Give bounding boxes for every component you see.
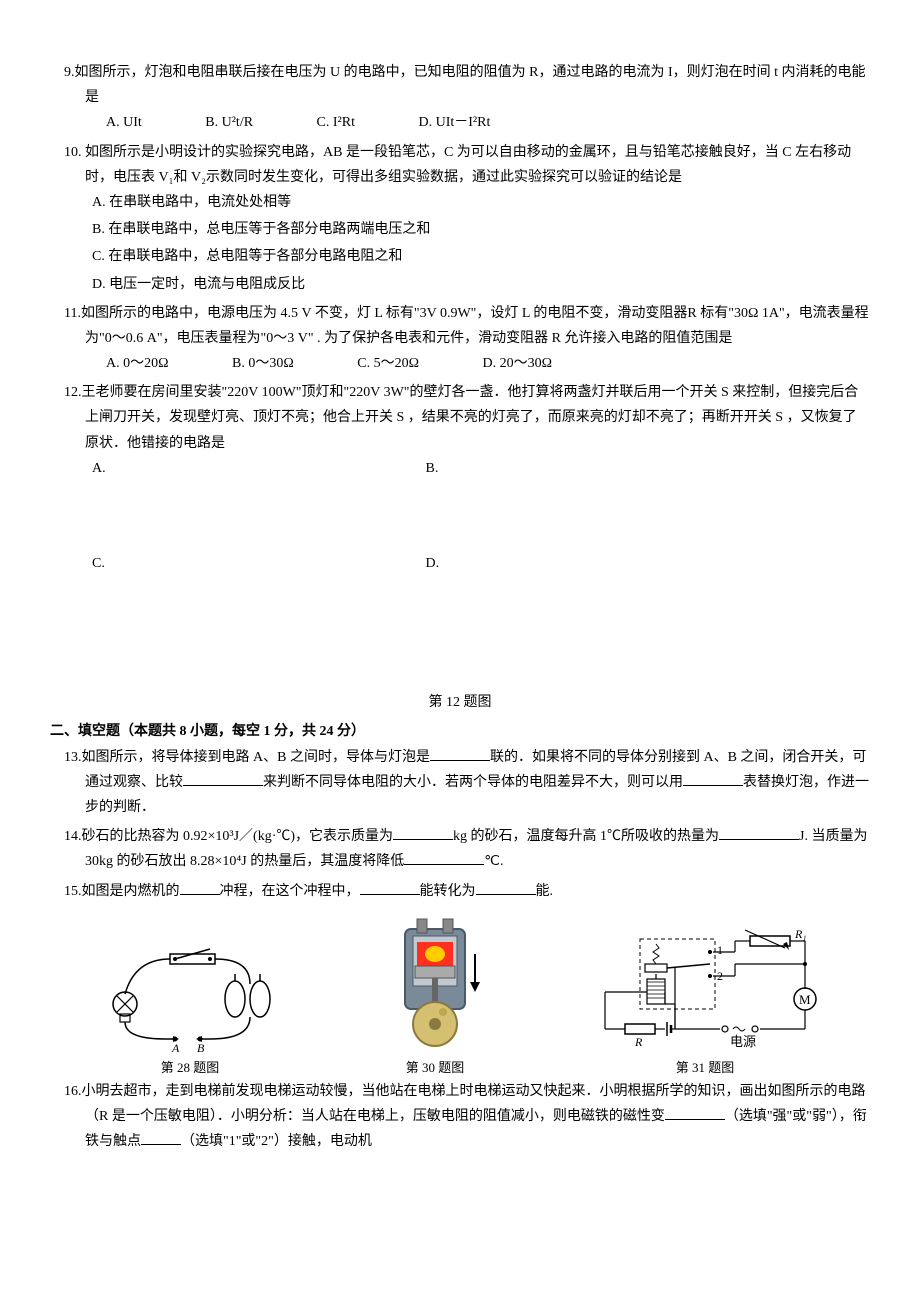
- q16-t3: （选填"1"或"2"）接触，电动机: [181, 1134, 372, 1149]
- section-2-header: 二、填空题（本题共 8 小题，每空 1 分，共 24 分）: [50, 719, 870, 744]
- figure-31-svg: 1 2 R₁ M: [585, 924, 825, 1054]
- q14-blank1: [393, 825, 453, 840]
- question-11: 11.如图所示的电路中，电源电压为 4.5 V 不变，灯 L 标有"3V 0.9…: [50, 301, 870, 377]
- q10-opt-c: C. 在串联电路中，总电阻等于各部分电路电阻之和: [92, 244, 870, 269]
- q15-blank2: [360, 880, 420, 895]
- q10-opt-a: A. 在串联电路中，电流处处相等: [92, 190, 870, 215]
- q11-opt-a: A. 0～20Ω: [106, 351, 169, 376]
- figure-28-caption: 第 28 题图: [95, 1056, 285, 1079]
- q11-opt-c: C. 5～20Ω: [357, 351, 419, 376]
- q11-num: 11.: [64, 306, 81, 321]
- q15-blank1: [180, 880, 220, 895]
- q10-body: 如图所示是小明设计的实验探究电路，AB 是一段铅笔芯，C 为可以自由移动的金属环…: [82, 145, 852, 185]
- figures-row: A B 第 28 题图: [50, 914, 870, 1079]
- q13-t3: 来判断不同导体电阻的大小．若两个导体的电阻差异不大，则可以用: [263, 775, 683, 790]
- q10-opt-b: B. 在串联电路中，总电压等于各部分电路两端电压之和: [92, 217, 870, 242]
- label-A: A: [171, 1041, 180, 1054]
- q11-opt-d: D. 20～30Ω: [483, 351, 553, 376]
- q9-opt-d: D. UIt－I²Rt: [418, 110, 490, 135]
- q9-options: A. UIt B. U²t/R C. I²Rt D. UIt－I²Rt: [50, 110, 870, 135]
- q12-options-cd: C. D.: [50, 551, 870, 576]
- q16-blank1: [665, 1105, 725, 1120]
- question-9-text: 9.如图所示，灯泡和电阻串联后接在电压为 U 的电路中，已知电阻的阻值为 R，通…: [50, 60, 870, 110]
- q9-opt-a: A. UIt: [106, 110, 142, 135]
- q10-opt-d: D. 电压一定时，电流与电阻成反比: [92, 272, 870, 297]
- q9-opt-c: C. I²Rt: [317, 110, 355, 135]
- figure-31-caption: 第 31 题图: [585, 1056, 825, 1079]
- figure-28: A B 第 28 题图: [95, 944, 285, 1079]
- q10-options: A. 在串联电路中，电流处处相等 B. 在串联电路中，总电压等于各部分电路两端电…: [50, 190, 870, 297]
- q13-num: 13.: [64, 750, 82, 765]
- q13-blank2: [183, 771, 263, 786]
- q14-blank2: [719, 825, 799, 840]
- q9-body: 如图所示，灯泡和电阻串联后接在电压为 U 的电路中，已知电阻的阻值为 R，通过电…: [75, 65, 866, 105]
- q9-num: 9.: [64, 65, 75, 80]
- question-15: 15.如图是内燃机的 冲程，在这个冲程中， 能转化为 能.: [50, 879, 870, 904]
- q14-t1: 砂石的比热容为 0.92×10³J／(kg·℃)，它表示质量为: [82, 829, 394, 844]
- label-M: M: [799, 992, 811, 1007]
- q13-blank1: [430, 746, 490, 761]
- figure-30-caption: 第 30 题图: [375, 1056, 495, 1079]
- q12-caption: 第 12 题图: [50, 690, 870, 715]
- question-10-text: 10. 如图所示是小明设计的实验探究电路，AB 是一段铅笔芯，C 为可以自由移动…: [50, 140, 870, 190]
- q14-t4: ℃.: [484, 854, 503, 869]
- question-13: 13.如图所示，将导体接到电路 A、B 之间时，导体与灯泡是联的．如果将不同的导…: [50, 745, 870, 821]
- question-11-text: 11.如图所示的电路中，电源电压为 4.5 V 不变，灯 L 标有"3V 0.9…: [50, 301, 870, 351]
- question-10: 10. 如图所示是小明设计的实验探究电路，AB 是一段铅笔芯，C 为可以自由移动…: [50, 140, 870, 297]
- q12-opt-b: B.: [426, 456, 439, 481]
- q15-t2: 冲程，在这个冲程中，: [220, 884, 360, 899]
- question-12: 12.王老师要在房间里安装"220V 100W"顶灯和"220V 3W"的壁灯各…: [50, 380, 870, 715]
- q12-opt-a: A.: [92, 456, 422, 481]
- q13-blank3: [683, 771, 743, 786]
- q14-num: 14.: [64, 829, 82, 844]
- figure-30-svg: [375, 914, 495, 1054]
- q16-num: 16.: [64, 1084, 82, 1099]
- q16-blank2: [141, 1130, 181, 1145]
- question-12-text: 12.王老师要在房间里安装"220V 100W"顶灯和"220V 3W"的壁灯各…: [50, 380, 870, 456]
- figure-30: 第 30 题图: [375, 914, 495, 1079]
- label-power: 电源: [730, 1034, 756, 1049]
- q12-num: 12.: [64, 385, 82, 400]
- q15-t4: 能.: [536, 884, 554, 899]
- q11-body: 如图所示的电路中，电源电压为 4.5 V 不变，灯 L 标有"3V 0.9W"，…: [81, 306, 869, 346]
- q15-num: 15.: [64, 884, 82, 899]
- q14-blank3: [404, 850, 484, 865]
- q12-diagram-placeholder-cd: [50, 576, 870, 686]
- label-R1: R₁: [794, 927, 807, 941]
- q12-opt-d: D.: [426, 551, 440, 576]
- q11-options: A. 0～20Ω B. 0～30Ω C. 5～20Ω D. 20～30Ω: [50, 351, 870, 376]
- question-14: 14.砂石的比热容为 0.92×10³J／(kg·℃)，它表示质量为 kg 的砂石…: [50, 824, 870, 874]
- q10-num: 10.: [64, 145, 82, 160]
- question-9: 9.如图所示，灯泡和电阻串联后接在电压为 U 的电路中，已知电阻的阻值为 R，通…: [50, 60, 870, 136]
- q12-opt-c: C.: [92, 551, 422, 576]
- q12-options-ab: A. B.: [50, 456, 870, 481]
- q12-body: 王老师要在房间里安装"220V 100W"顶灯和"220V 3W"的壁灯各一盏．…: [82, 385, 859, 450]
- question-16: 16.小明去超市，走到电梯前发现电梯运动较慢，当他站在电梯上时电梯运动又快起来．…: [50, 1079, 870, 1155]
- figure-31: 1 2 R₁ M: [585, 924, 825, 1079]
- label-1: 1: [717, 943, 723, 957]
- q15-blank3: [476, 880, 536, 895]
- q12-diagram-placeholder-ab: [50, 481, 870, 551]
- q11-opt-b: B. 0～30Ω: [232, 351, 294, 376]
- q15-t1: 如图是内燃机的: [82, 884, 180, 899]
- q9-opt-b: B. U²t/R: [205, 110, 253, 135]
- label-B: B: [197, 1041, 205, 1054]
- q14-t2: kg 的砂石，温度每升高 1℃所吸收的热量为: [453, 829, 719, 844]
- figure-28-svg: A B: [95, 944, 285, 1054]
- label-R: R: [634, 1035, 643, 1049]
- q13-t1: 如图所示，将导体接到电路 A、B 之间时，导体与灯泡是: [82, 750, 430, 765]
- q15-t3: 能转化为: [420, 884, 476, 899]
